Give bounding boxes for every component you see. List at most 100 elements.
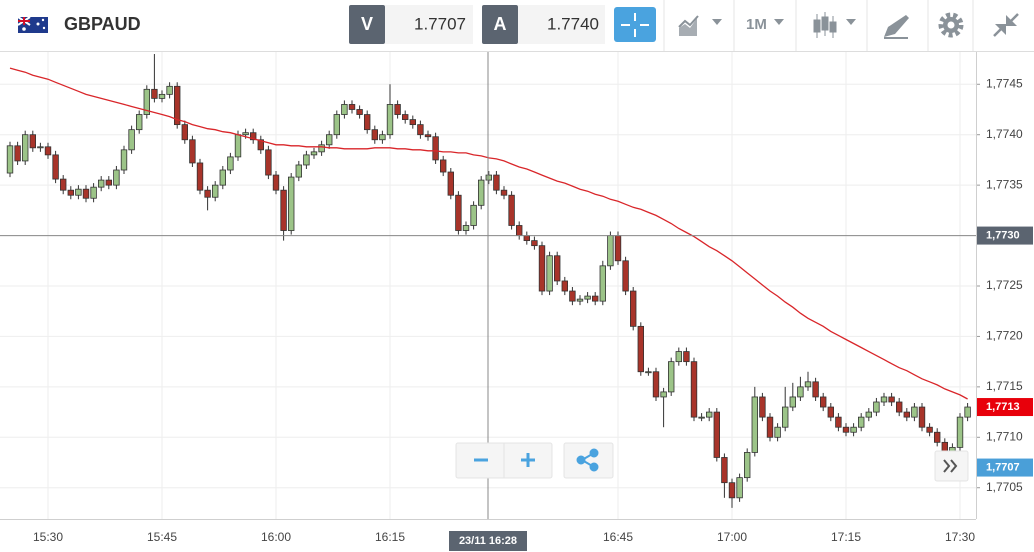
candle-body bbox=[409, 119, 416, 126]
candle-body bbox=[652, 371, 660, 398]
candle-body bbox=[531, 240, 538, 247]
candle-body bbox=[660, 391, 667, 398]
candle-body bbox=[820, 396, 827, 408]
candle-body bbox=[371, 129, 378, 141]
candle-body bbox=[90, 186, 97, 199]
candle-body bbox=[918, 406, 926, 428]
candle-body bbox=[675, 351, 682, 363]
timeframe[interactable]: 1M bbox=[746, 16, 767, 33]
sell-label[interactable]: V bbox=[361, 14, 373, 34]
candle-body bbox=[417, 124, 424, 136]
scroll-end-icon[interactable] bbox=[943, 459, 958, 473]
candle-body bbox=[896, 401, 903, 413]
buy-price-box bbox=[518, 5, 605, 44]
candle-body bbox=[934, 431, 941, 443]
candle-body bbox=[926, 426, 933, 433]
candle-body bbox=[325, 134, 333, 146]
candle-body bbox=[774, 426, 781, 438]
candle-body bbox=[242, 132, 249, 136]
share-button[interactable] bbox=[563, 442, 614, 479]
candle-body bbox=[637, 325, 644, 373]
price-label: 1,7713 bbox=[986, 401, 1020, 413]
candle-body bbox=[470, 204, 477, 226]
candle-body bbox=[812, 381, 819, 398]
candle-body bbox=[52, 154, 59, 180]
candle-body bbox=[713, 411, 720, 458]
candle-body bbox=[424, 134, 432, 138]
candle-body bbox=[888, 396, 895, 403]
candle-body bbox=[113, 169, 120, 186]
candle-body bbox=[622, 260, 629, 292]
buy-button[interactable] bbox=[482, 5, 518, 44]
candle-body bbox=[789, 396, 796, 408]
candle-body bbox=[219, 169, 226, 186]
candle-body bbox=[842, 426, 850, 433]
settings-button[interactable] bbox=[938, 12, 964, 38]
candle-body bbox=[67, 189, 74, 196]
candle-body bbox=[835, 416, 842, 428]
candle-body bbox=[29, 134, 36, 149]
buy-label[interactable]: A bbox=[494, 14, 507, 34]
candle-body bbox=[333, 114, 340, 136]
sell-button[interactable] bbox=[349, 5, 385, 44]
candle-body bbox=[477, 179, 485, 206]
candle-body bbox=[105, 179, 112, 186]
candle-body bbox=[569, 290, 576, 302]
share-icon[interactable] bbox=[576, 448, 599, 472]
x-tick-label: 17:00 bbox=[717, 530, 747, 544]
candle-body bbox=[227, 156, 234, 171]
candle-body bbox=[614, 235, 622, 262]
candle-body bbox=[630, 290, 637, 327]
candle-body bbox=[721, 457, 728, 484]
candle-body bbox=[683, 351, 690, 363]
price-badge bbox=[977, 458, 1033, 477]
candle-body bbox=[865, 411, 872, 418]
candle-style-button[interactable] bbox=[813, 12, 856, 38]
x-tick-label: 16:15 bbox=[375, 530, 405, 544]
candle-body bbox=[668, 361, 675, 393]
chart-type-button[interactable] bbox=[678, 15, 722, 36]
candle-body bbox=[804, 381, 812, 388]
candle-body bbox=[181, 124, 188, 141]
candle-body bbox=[189, 139, 196, 164]
candle-body bbox=[6, 145, 14, 174]
sell-price: 1.7707 bbox=[414, 14, 466, 33]
y-tick-label: 1,7725 bbox=[986, 278, 1023, 292]
candle-body bbox=[173, 85, 181, 126]
candle-body bbox=[128, 129, 135, 151]
candle-body bbox=[736, 477, 743, 499]
candle-body bbox=[538, 245, 546, 292]
candle-body bbox=[196, 162, 204, 191]
candle-body bbox=[14, 145, 21, 162]
timeframe-arrow[interactable] bbox=[774, 19, 784, 25]
candle-body bbox=[797, 386, 804, 398]
draw-button[interactable] bbox=[884, 15, 909, 39]
candle-body bbox=[516, 225, 523, 236]
crosshair-y-badge bbox=[977, 226, 1033, 245]
y-tick-label: 1,7720 bbox=[986, 329, 1023, 343]
candle-body bbox=[158, 93, 166, 99]
candle-body bbox=[880, 396, 888, 403]
zoom-in[interactable] bbox=[521, 453, 535, 467]
candle-body bbox=[873, 401, 880, 413]
candle-body bbox=[455, 194, 462, 231]
toolbar: GBPAUD V 1.7707 A 1.7740 1M bbox=[0, 0, 1034, 52]
candle-body bbox=[44, 146, 52, 156]
scroll-end-button[interactable] bbox=[934, 450, 969, 482]
candle-body bbox=[554, 255, 561, 282]
crosshair-button[interactable] bbox=[614, 7, 656, 42]
candle-body bbox=[341, 104, 348, 115]
candle-body bbox=[303, 154, 310, 166]
moving-average bbox=[9, 67, 968, 400]
candle-body bbox=[827, 406, 834, 418]
x-tick-label: 17:30 bbox=[945, 530, 975, 544]
candle-body bbox=[903, 411, 910, 418]
collapse-button[interactable] bbox=[993, 13, 1019, 37]
candle-body bbox=[386, 104, 394, 136]
candle-body bbox=[592, 295, 599, 302]
candle-body bbox=[645, 371, 652, 374]
candle-body bbox=[850, 426, 857, 433]
candle-body bbox=[751, 396, 758, 453]
candle-body bbox=[432, 136, 439, 161]
